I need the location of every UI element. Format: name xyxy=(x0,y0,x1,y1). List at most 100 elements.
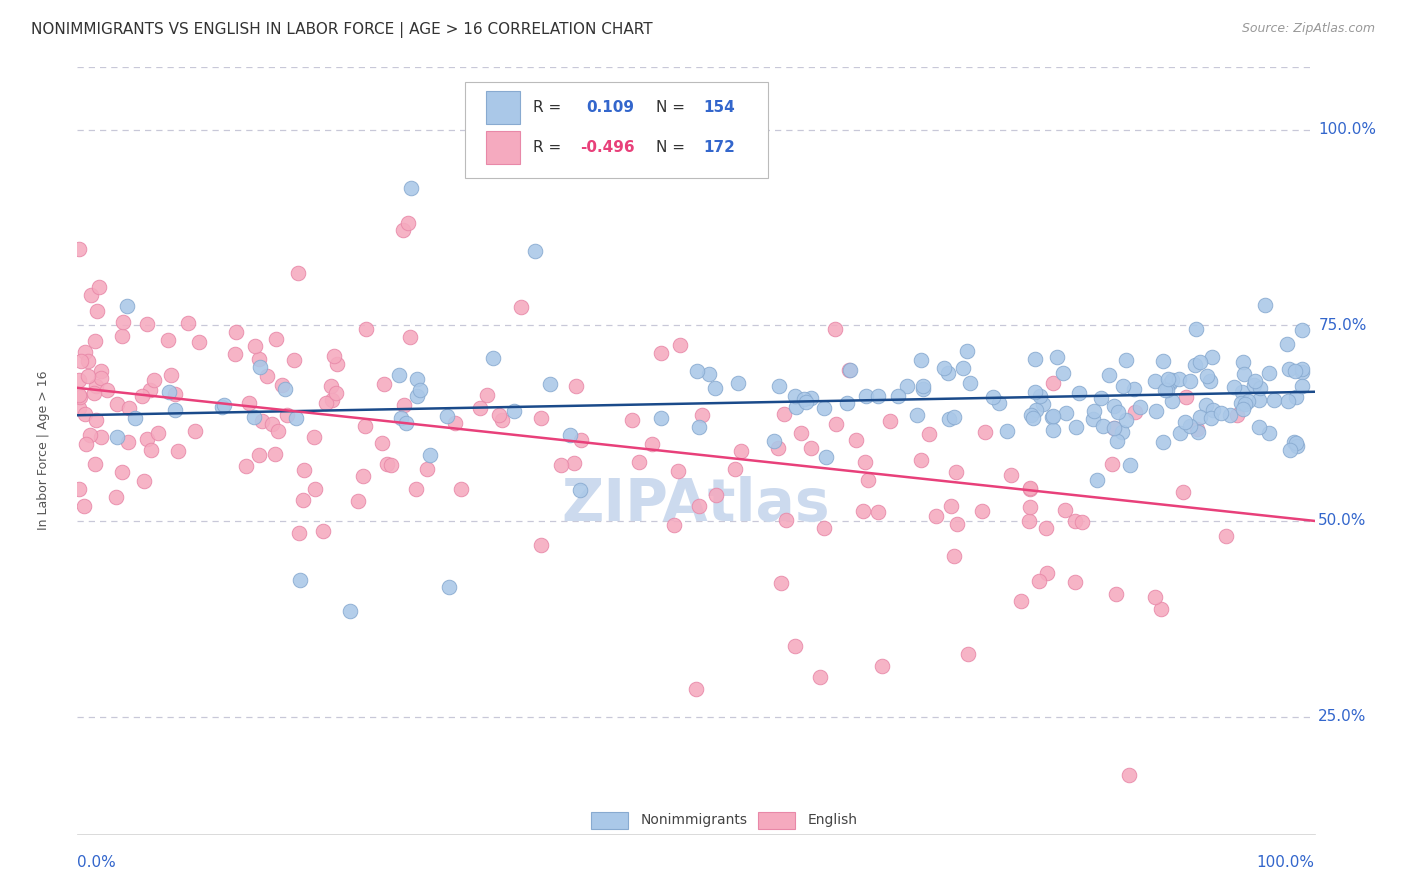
Point xyxy=(800,391,823,405)
Point xyxy=(1091,419,1114,434)
Point xyxy=(905,408,928,422)
Point xyxy=(562,456,585,470)
Point xyxy=(276,408,298,422)
Point xyxy=(1105,434,1128,449)
Point xyxy=(84,457,107,471)
Point xyxy=(815,450,838,464)
Text: Nonimmigrants: Nonimmigrants xyxy=(640,814,748,827)
Point xyxy=(800,441,823,455)
Point xyxy=(256,368,278,383)
FancyBboxPatch shape xyxy=(485,131,520,163)
Point xyxy=(1035,521,1057,535)
Point xyxy=(419,448,441,462)
Point xyxy=(1189,409,1212,424)
Point xyxy=(1123,405,1146,419)
Point xyxy=(1046,350,1069,364)
Point xyxy=(1277,393,1299,408)
Point xyxy=(785,400,807,414)
Point xyxy=(813,521,835,535)
Point xyxy=(165,387,187,401)
Point xyxy=(1233,397,1256,411)
Point xyxy=(1232,402,1254,417)
Point xyxy=(1254,298,1277,312)
Point xyxy=(235,458,257,473)
Point xyxy=(117,435,139,450)
Point xyxy=(1018,514,1040,528)
Point xyxy=(1129,400,1152,414)
Point xyxy=(1083,412,1105,426)
Point xyxy=(86,303,108,318)
Point xyxy=(762,434,785,448)
Point xyxy=(111,466,134,480)
Point xyxy=(838,362,860,376)
Point xyxy=(1102,420,1125,434)
Point xyxy=(118,401,141,416)
Point xyxy=(970,504,993,518)
Point xyxy=(1198,375,1220,389)
Point xyxy=(1226,409,1249,423)
Text: R =: R = xyxy=(533,140,561,155)
Point xyxy=(690,409,713,423)
Point xyxy=(685,682,707,697)
Point xyxy=(1018,482,1040,496)
Point xyxy=(538,376,561,391)
Point xyxy=(1171,485,1194,500)
Point xyxy=(354,322,377,336)
Point xyxy=(1010,594,1032,608)
Point xyxy=(650,411,672,425)
Point xyxy=(247,448,270,462)
Point xyxy=(373,376,395,391)
Point xyxy=(918,426,941,441)
Point xyxy=(67,482,90,496)
Point xyxy=(727,376,749,391)
Point xyxy=(1174,415,1197,429)
Point xyxy=(371,435,394,450)
Point xyxy=(1105,587,1128,601)
Point xyxy=(1159,376,1181,391)
Point xyxy=(83,386,105,401)
Point xyxy=(67,388,90,402)
Point xyxy=(565,379,588,393)
FancyBboxPatch shape xyxy=(485,92,520,124)
Point xyxy=(1291,365,1313,379)
Text: 0.109: 0.109 xyxy=(586,100,634,115)
Point xyxy=(621,412,644,426)
Point xyxy=(405,482,427,496)
Point xyxy=(1085,473,1108,487)
Point xyxy=(167,444,190,458)
Point xyxy=(283,353,305,368)
Point xyxy=(938,366,960,380)
Point xyxy=(136,432,159,446)
Point xyxy=(79,428,101,442)
Point xyxy=(1233,367,1256,381)
Point xyxy=(225,325,247,339)
Point xyxy=(1042,376,1064,390)
Point xyxy=(1101,457,1123,471)
Point xyxy=(910,452,932,467)
Point xyxy=(995,424,1018,438)
Point xyxy=(1000,467,1022,482)
Point xyxy=(322,349,344,363)
Point xyxy=(1069,385,1091,400)
FancyBboxPatch shape xyxy=(591,812,628,829)
Point xyxy=(1019,500,1042,515)
Point xyxy=(105,429,128,443)
Point xyxy=(1199,410,1222,425)
Point xyxy=(214,399,236,413)
Point xyxy=(783,639,806,653)
FancyBboxPatch shape xyxy=(758,812,794,829)
Point xyxy=(794,395,817,409)
Point xyxy=(838,363,860,377)
Point xyxy=(136,318,159,332)
Point xyxy=(1118,768,1140,782)
Point xyxy=(1168,371,1191,385)
Point xyxy=(1021,410,1043,425)
Point xyxy=(956,344,979,359)
Point xyxy=(1070,516,1092,530)
Point xyxy=(688,500,710,514)
Point xyxy=(1112,378,1135,392)
Point xyxy=(1184,359,1206,373)
Point xyxy=(974,425,997,439)
Point xyxy=(699,368,721,382)
Point xyxy=(67,242,90,256)
